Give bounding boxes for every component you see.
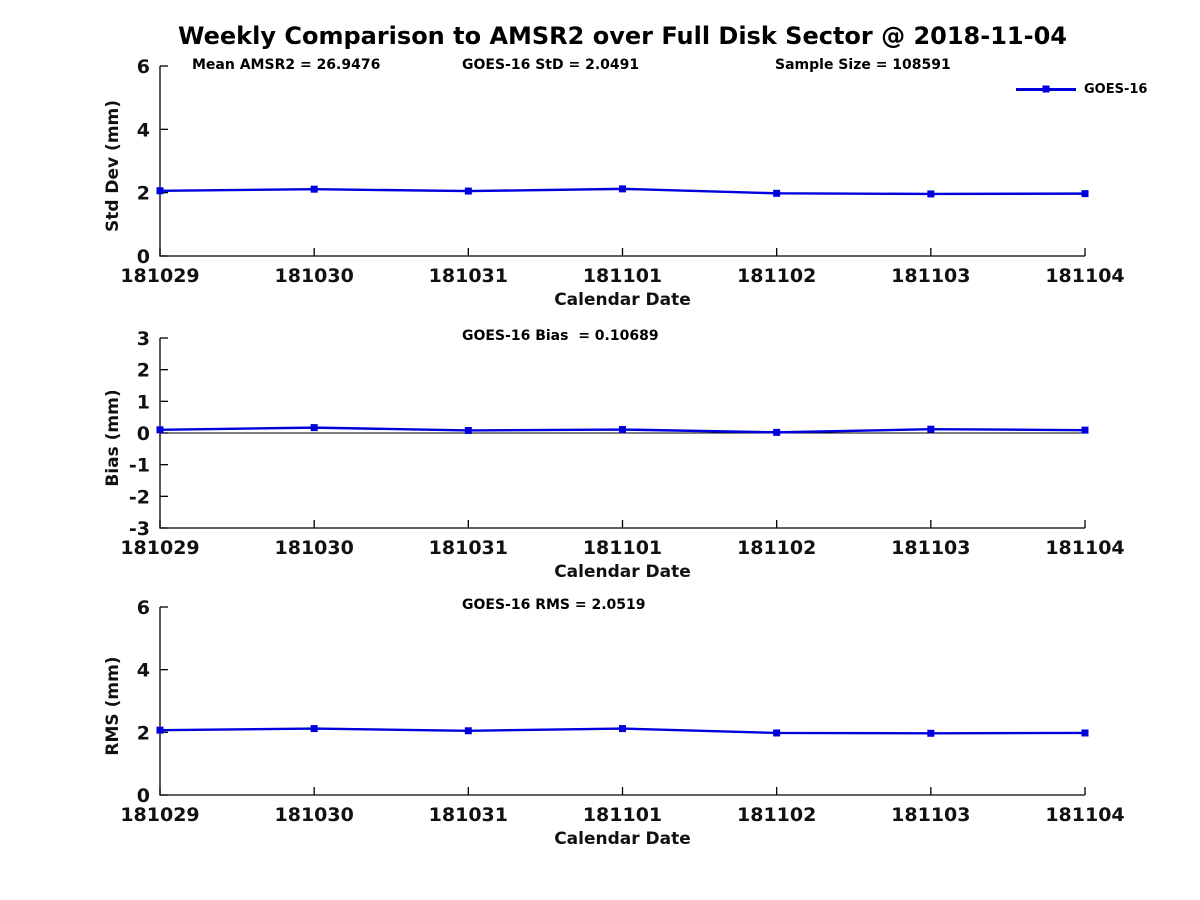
rms-ytick-label: 0 — [137, 785, 150, 807]
rms-data-marker — [927, 729, 935, 737]
legend-square-marker-icon — [1042, 85, 1050, 93]
annotation-sample-size: Sample Size = 108591 — [775, 57, 951, 73]
bias-ytick-label: 1 — [137, 391, 150, 413]
rms-xtick-label: 181103 — [891, 804, 970, 826]
rms-xtick-label: 181030 — [275, 804, 354, 826]
bias-yaxis-label: Bias (mm) — [103, 389, 123, 486]
std-dev-data-marker — [1081, 190, 1089, 198]
std-dev-data-marker — [927, 190, 935, 198]
rms-xaxis-label: Calendar Date — [554, 829, 691, 849]
std-dev-data-marker — [619, 185, 626, 193]
bias-xtick-label: 181104 — [1045, 537, 1124, 559]
std-dev-data-marker — [310, 185, 318, 193]
bias-xtick-label: 181103 — [891, 537, 970, 559]
std-dev-yaxis-label: Std Dev (mm) — [103, 100, 123, 232]
bias-data-marker — [156, 426, 164, 434]
rms-data-marker — [619, 725, 626, 733]
std-dev-ytick-label: 0 — [137, 246, 150, 268]
annotation-goes16-rms: GOES-16 RMS = 2.0519 — [462, 597, 646, 613]
bias-ytick-label: 0 — [137, 423, 150, 445]
annotation-goes16-std: GOES-16 StD = 2.0491 — [462, 57, 640, 73]
rms-data-marker — [773, 729, 781, 737]
bias-ytick-label: -2 — [129, 486, 150, 508]
rms-xtick-label: 181102 — [737, 804, 816, 826]
std-dev-data-marker — [773, 189, 781, 197]
figure-title: Weekly Comparison to AMSR2 over Full Dis… — [178, 22, 1067, 50]
std-dev-ytick-label: 2 — [137, 183, 150, 205]
rms-xtick-label: 181104 — [1045, 804, 1124, 826]
rms-axes — [159, 607, 1085, 796]
bias-data-marker — [464, 426, 472, 434]
rms-xtick-label: 181101 — [583, 804, 662, 826]
rms-xtick-label: 181031 — [429, 804, 508, 826]
rms-ytick-label: 2 — [137, 722, 150, 744]
legend-label: GOES-16 — [1084, 81, 1148, 97]
bias-data-marker — [310, 424, 318, 432]
bias-data-marker — [619, 426, 626, 434]
std-dev-axes — [159, 66, 1085, 257]
bias-xtick-label: 181101 — [583, 537, 662, 559]
std-dev-xtick-label: 181101 — [583, 265, 662, 287]
std-dev-xtick-label: 181029 — [120, 265, 199, 287]
bias-ytick-label: 2 — [137, 360, 150, 382]
rms-data-marker — [464, 727, 472, 735]
std-dev-xtick-label: 181103 — [891, 265, 970, 287]
std-dev-panel: 0 2 4 6 181029 181030 181031 181101 181102 181103… — [103, 56, 1125, 310]
std-dev-xtick-label: 181030 — [275, 265, 354, 287]
bias-ytick-label: 3 — [137, 328, 150, 350]
rms-yaxis-label: RMS (mm) — [103, 656, 123, 755]
std-dev-xaxis-label: Calendar Date — [554, 290, 691, 310]
annotation-mean-amsr2: Mean AMSR2 = 26.9476 — [192, 57, 381, 73]
bias-data-marker — [927, 425, 935, 433]
annotation-goes16-bias: GOES-16 Bias = 0.10689 — [462, 328, 659, 344]
bias-xaxis-label: Calendar Date — [554, 562, 691, 582]
std-dev-data-marker — [156, 187, 164, 195]
bias-data-marker — [1081, 426, 1089, 434]
rms-xtick-label: 181029 — [120, 804, 199, 826]
std-dev-data-marker — [464, 187, 472, 195]
rms-ytick-label: 4 — [137, 660, 150, 682]
std-dev-ytick-label: 4 — [137, 119, 150, 141]
bias-ytick-label: -1 — [129, 455, 150, 477]
rms-data-marker — [156, 726, 164, 734]
std-dev-xtick-label: 181102 — [737, 265, 816, 287]
bias-ytick-label: -3 — [129, 518, 150, 540]
bias-xtick-label: 181102 — [737, 537, 816, 559]
std-dev-ytick-label: 6 — [137, 56, 150, 78]
bias-xtick-label: 181030 — [275, 537, 354, 559]
legend: GOES-16 — [1016, 80, 1147, 98]
rms-data-marker — [310, 725, 318, 733]
bias-xtick-label: 181029 — [120, 537, 199, 559]
bias-xtick-label: 181031 — [429, 537, 508, 559]
bias-panel: -3 -2 -1 0 1 2 3 181029 181030 181031 181101 181102… — [103, 328, 1125, 582]
rms-data-marker — [1081, 729, 1089, 737]
std-dev-xtick-label: 181104 — [1045, 265, 1124, 287]
std-dev-xtick-label: 181031 — [429, 265, 508, 287]
rms-ytick-label: 6 — [137, 597, 150, 619]
bias-data-marker — [773, 428, 781, 436]
legend-line-sample-icon — [1016, 85, 1076, 93]
rms-panel: 0 2 4 6 181029 181030 181031 181101 181102 181103… — [103, 597, 1125, 849]
